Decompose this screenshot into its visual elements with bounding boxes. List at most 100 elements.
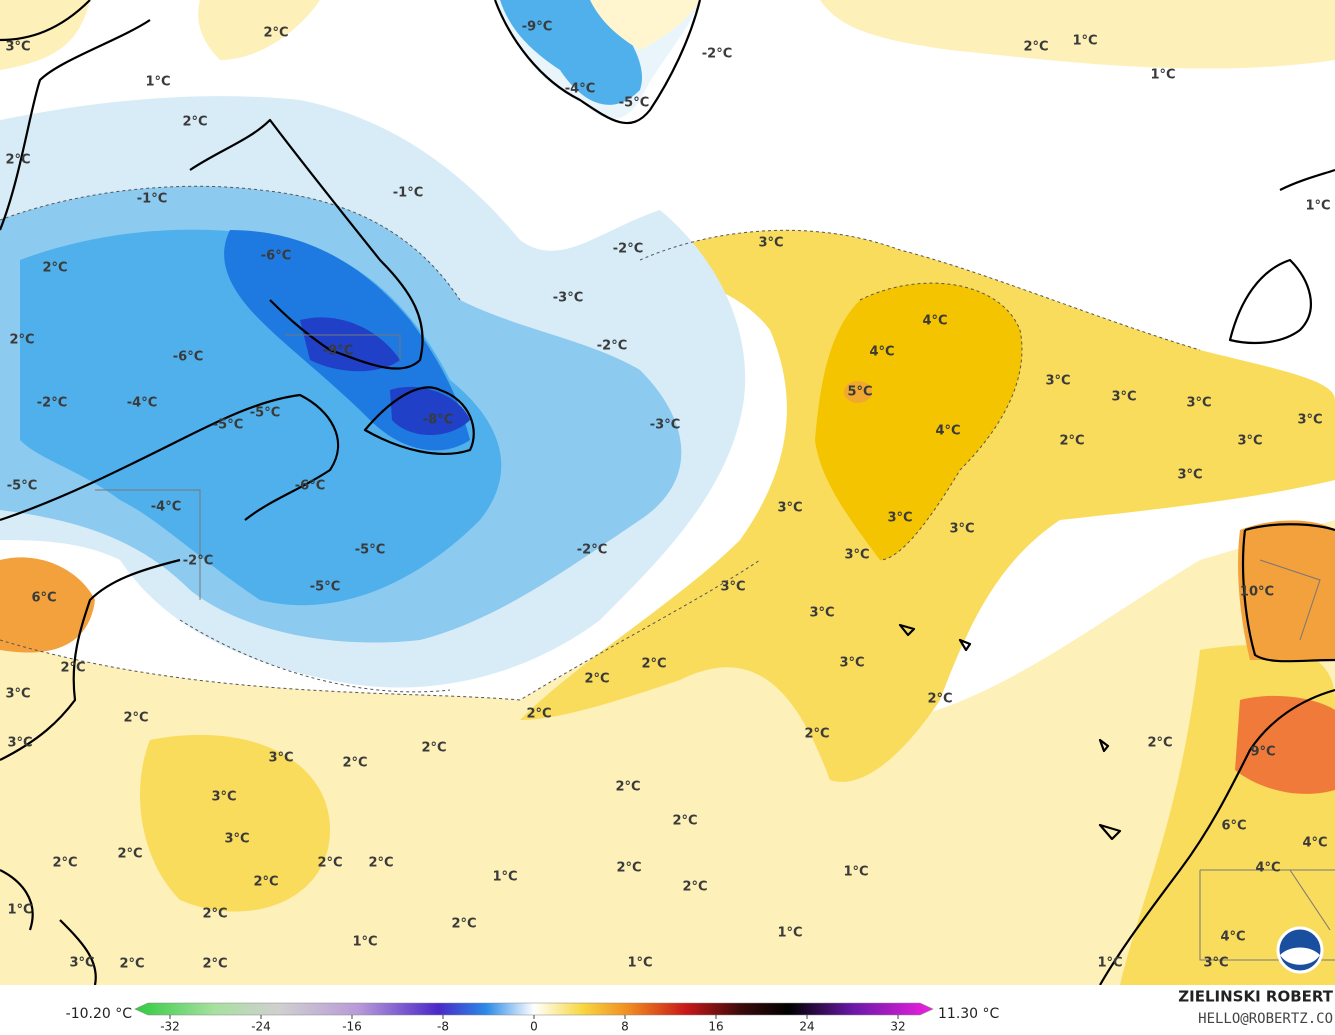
contours — [0, 185, 1201, 701]
temperature-label: 2°C — [672, 814, 697, 829]
credit-name: ZIELINSKI ROBERT — [1178, 988, 1333, 1006]
map-background — [0, 0, 1335, 985]
temperature-label: -4°C — [565, 82, 595, 97]
temperature-label: 1°C — [1097, 956, 1122, 971]
temperature-label: -2°C — [37, 396, 67, 411]
temperature-label: 2°C — [451, 917, 476, 932]
temperature-label: 3°C — [839, 656, 864, 671]
temperature-label: 3°C — [69, 956, 94, 971]
colorbar-tick-label: -16 — [342, 1020, 362, 1034]
temperature-label: 1°C — [145, 75, 170, 90]
temperature-label: -4°C — [151, 500, 181, 515]
temperature-label: 4°C — [1220, 930, 1245, 945]
temperature-label: 2°C — [5, 153, 30, 168]
temperature-label: -5°C — [355, 543, 385, 558]
temperature-label: 2°C — [60, 661, 85, 676]
temperature-label: 3°C — [949, 522, 974, 537]
temperature-label: -8°C — [423, 413, 453, 428]
temperature-label: 2°C — [123, 711, 148, 726]
temperature-label: -2°C — [702, 47, 732, 62]
temperature-label: 3°C — [211, 790, 236, 805]
temperature-label: 2°C — [182, 115, 207, 130]
temperature-label: 2°C — [615, 780, 640, 795]
temperature-label: 4°C — [1255, 861, 1280, 876]
temperature-label: 2°C — [1059, 434, 1084, 449]
temperature-label: 1°C — [843, 865, 868, 880]
temperature-label: 2°C — [202, 907, 227, 922]
temperature-label: 6°C — [1221, 819, 1246, 834]
temperature-label: 1°C — [1305, 199, 1330, 214]
temperature-label: 3°C — [809, 606, 834, 621]
temperature-label: -5°C — [250, 406, 280, 421]
temperature-label: 2°C — [526, 707, 551, 722]
temperature-label: -1°C — [137, 192, 167, 207]
temperature-label: 3°C — [887, 511, 912, 526]
temperature-label: 3°C — [1177, 468, 1202, 483]
temperature-label: 1°C — [492, 870, 517, 885]
temperature-label: 1°C — [627, 956, 652, 971]
temperature-label: 3°C — [844, 548, 869, 563]
temperature-label: 3°C — [5, 687, 30, 702]
temperature-label: 2°C — [117, 847, 142, 862]
temperature-label: -1°C — [393, 186, 423, 201]
temperature-label: 3°C — [1045, 374, 1070, 389]
temperature-label: 4°C — [1302, 836, 1327, 851]
temperature-label: 1°C — [1072, 34, 1097, 49]
temperature-label: -6°C — [173, 350, 203, 365]
temperature-label: 10°C — [1240, 585, 1274, 600]
temperature-label: 2°C — [253, 875, 278, 890]
temperature-label: -6°C — [295, 479, 325, 494]
temperature-label: 3°C — [720, 580, 745, 595]
temperature-label: 2°C — [1023, 40, 1048, 55]
temperature-label: 3°C — [1237, 434, 1262, 449]
temperature-label: -3°C — [553, 291, 583, 306]
temperature-label: 2°C — [119, 957, 144, 972]
temperature-label: -5°C — [619, 96, 649, 111]
colorbar-tick-label: 32 — [890, 1020, 905, 1034]
noaa-logo — [1276, 926, 1324, 974]
credit-email: HELLO@ROBERTZ.CO — [1198, 1011, 1333, 1027]
temperature-label: -5°C — [213, 418, 243, 433]
temperature-label: 3°C — [7, 736, 32, 751]
temperature-label: -2°C — [597, 339, 627, 354]
temperature-label: -3°C — [650, 418, 680, 433]
temperature-label: 2°C — [682, 880, 707, 895]
temperature-label: 3°C — [224, 832, 249, 847]
colorbar-tick-label: 8 — [621, 1020, 629, 1034]
temperature-label: 3°C — [1186, 396, 1211, 411]
temperature-label: 1°C — [352, 935, 377, 950]
temperature-label: 4°C — [935, 424, 960, 439]
temperature-label: 2°C — [421, 741, 446, 756]
temperature-label: 3°C — [1203, 956, 1228, 971]
temperature-label: 4°C — [869, 345, 894, 360]
temperature-label: 3°C — [1297, 413, 1322, 428]
colorbar-tick-label: -8 — [437, 1020, 449, 1034]
colorbar-max-label: 11.30 °C — [938, 1006, 1000, 1022]
temperature-label: 3°C — [758, 236, 783, 251]
temperature-label: 3°C — [1111, 390, 1136, 405]
colorbar-tick-label: 24 — [799, 1020, 814, 1034]
temperature-label: 3°C — [268, 751, 293, 766]
colorbar-gradient — [134, 1002, 934, 1016]
colorbar-min-label: -10.20 °C — [66, 1006, 133, 1022]
temperature-label: 1°C — [1150, 68, 1175, 83]
temperature-label: -5°C — [7, 479, 37, 494]
temperature-label: 2°C — [1147, 736, 1172, 751]
temperature-label: 9°C — [1250, 745, 1275, 760]
temperature-label: 2°C — [584, 672, 609, 687]
temperature-label: -5°C — [310, 580, 340, 595]
coastlines — [0, 0, 1335, 986]
temperature-label: 2°C — [804, 727, 829, 742]
colorbar-tick-label: 0 — [530, 1020, 538, 1034]
temperature-label: 2°C — [641, 657, 666, 672]
temperature-label: -9°C — [323, 344, 353, 359]
temperature-label: 1°C — [777, 926, 802, 941]
temperature-label: 4°C — [922, 314, 947, 329]
temperature-label: 5°C — [847, 385, 872, 400]
temperature-label: 2°C — [52, 856, 77, 871]
colorbar-tick-label: -32 — [160, 1020, 180, 1034]
temperature-label: 2°C — [202, 957, 227, 972]
temperature-label: -2°C — [613, 242, 643, 257]
